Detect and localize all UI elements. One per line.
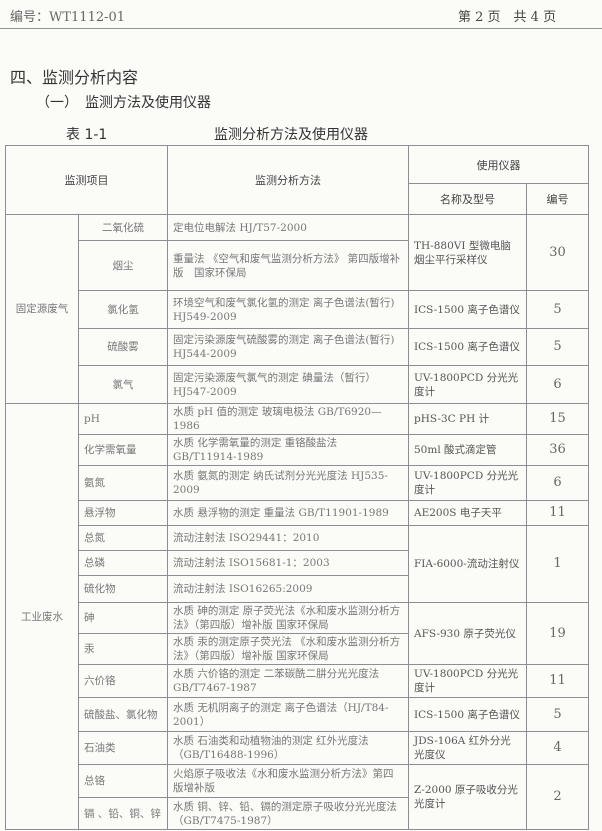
item-cell: 总氮: [78, 525, 168, 551]
method-cell: 流动注射法 ISO29441：2010: [167, 525, 409, 551]
item-cell: 总铬: [78, 764, 168, 798]
count-cell: 5: [526, 697, 589, 732]
table-row: 砷水质 砷的测定 原子荧光法《水和废水监测分析方法》（第四版）增补版 国家环保局…: [6, 602, 589, 665]
count-cell: 1: [526, 525, 589, 603]
header-divider: [0, 28, 602, 29]
count-cell: 4: [526, 731, 589, 765]
item-cell: 悬浮物: [78, 500, 168, 526]
table-row: 烟尘 重量法 《空气和废气监测分析方法》 第四版增补版 国家环保局: [6, 240, 589, 291]
subsection-title: （一） 监测方法及使用仪器: [36, 95, 211, 111]
table-row: 硫酸盐、氯化物 水质 无机阴离子的测定 离子色谱法（HJ/T84-2001） ICS…: [6, 697, 589, 732]
table-title: 监测分析方法及使用仪器: [214, 127, 368, 143]
table-row: 总磷 流动注射法 ISO15681-1：2003: [6, 550, 589, 576]
table-row: 化学需氧量 水质 化学需氧量的测定 重铬酸盐法 GB/T11914-1989 50m…: [6, 434, 589, 466]
count-cell: 5: [526, 328, 589, 366]
method-cell: 水质 化学需氧量的测定 重铬酸盐法 GB/T11914-1989: [167, 434, 409, 466]
method-cell: 固定污染源废气氯气的测定 碘量法（暂行） HJ547-2009: [167, 365, 409, 404]
method-cell: 定电位电解法 HJ/T57-2000: [167, 214, 409, 241]
table-row: 工业废水 pH 水质 pH 值的测定 玻璃电极法 GB/T6920—1986 pHS-…: [5, 403, 589, 830]
count-cell: 6: [526, 465, 589, 501]
item-cell: 氨氮: [78, 465, 168, 501]
count-cell: 2: [526, 764, 589, 830]
method-cell: 水质 悬浮物的测定 重量法 GB/T11901-1989: [167, 500, 409, 526]
header-instrument: 使用仪器: [408, 145, 589, 184]
item-cell: 六价铬: [78, 664, 168, 698]
instrument-cell: pHS-3C PH 计: [408, 403, 527, 435]
item-cell: 氯化氢: [78, 290, 168, 329]
method-cell: 水质 pH 值的测定 玻璃电极法 GB/T6920—1986: [167, 403, 409, 435]
item-cell: 烟尘: [78, 240, 168, 291]
method-cell: 水质 六价铬的测定 二苯碳酰二肼分光光度法 GB/T7467-1987: [167, 664, 409, 698]
item-cell: 汞: [78, 633, 168, 665]
instrument-cell: ICS-1500 离子色谱仪: [408, 697, 527, 732]
method-cell: 水质 砷的测定 原子荧光法《水和废水监测分析方法》（第四版）增补版 国家环保局: [167, 602, 409, 634]
header-name-model: 名称及型号: [408, 183, 527, 215]
method-cell: 重量法 《空气和废气监测分析方法》 第四版增补版 国家环保局: [167, 240, 409, 291]
document-number: 编号：WT1112-01: [10, 10, 126, 25]
instrument-cell: TH-880VI 型微电脑烟尘平行采样仪: [408, 214, 527, 291]
item-cell: 二氧化硫: [78, 214, 168, 241]
count-cell: 30: [526, 214, 589, 291]
count-cell: 11: [526, 664, 589, 698]
table-row: 总氮 流动注射法 ISO29441：2010 FIA-6000-流动注射仪 1: [6, 525, 589, 603]
table-row: 六价铬 水质 六价铬的测定 二苯碳酰二肼分光光度法 GB/T7467-1987 UV…: [6, 664, 589, 698]
header-item: 监测项目: [5, 145, 168, 215]
count-cell: 6: [526, 365, 589, 404]
item-cell: 硫酸盐、氯化物: [78, 697, 168, 732]
item-cell: 石油类: [78, 731, 168, 765]
table-row: 氯气 固定污染源废气氯气的测定 碘量法（暂行） HJ547-2009 UV-1800…: [6, 365, 589, 404]
method-cell: 水质 汞的测定原子荧光法 《水和废水监测分析方法》（第四版）增补版 国家环保局: [167, 633, 409, 665]
count-cell: 5: [526, 290, 589, 329]
count-cell: 19: [526, 602, 589, 665]
item-cell: 硫化物: [78, 575, 168, 603]
method-cell: 环境空气和废气氯化氢的测定 离子色谱法(暂行) HJ549-2009: [167, 290, 409, 329]
method-cell: 水质 无机阴离子的测定 离子色谱法（HJ/T84-2001）: [167, 697, 409, 732]
instrument-cell: AFS-930 原子荧光仪: [408, 602, 527, 665]
page-number: 第 2 页 共 4 页: [458, 10, 557, 25]
instrument-cell: ICS-1500 离子色谱仪: [408, 290, 527, 329]
table-row: 氨氮 水质 氨氮的测定 纳氏试剂分光光度法 HJ535-2009 UV-1800PC…: [6, 465, 589, 501]
method-cell: 火焰原子吸收法《水和废水监测分析方法》第四版增补版: [167, 764, 409, 798]
table-row: 硫酸雾 固定污染源废气硫酸雾的测定 离子色谱法(暂行) HJ544-2009 ICS…: [6, 328, 589, 366]
category-cell: 固定源废气: [5, 214, 79, 404]
item-cell: 化学需氧量: [78, 434, 168, 466]
count-cell: 11: [526, 500, 589, 526]
instrument-cell: ICS-1500 离子色谱仪: [408, 328, 527, 366]
instrument-cell: FIA-6000-流动注射仪: [408, 525, 527, 603]
method-cell: 流动注射法 ISO16265:2009: [167, 575, 409, 603]
item-cell: 硫酸雾: [78, 328, 168, 366]
table-row: 镉 、铅、铜、锌 水质 铜、锌、铅、镉的测定原子吸收分光光度法（GB/T7475-…: [6, 797, 589, 830]
item-cell: 砷: [78, 602, 168, 634]
table-row: 悬浮物 水质 悬浮物的测定 重量法 GB/T11901-1989 AE200S 电子…: [6, 500, 589, 526]
instrument-cell: 50ml 酸式滴定管: [408, 434, 527, 466]
count-cell: 15: [526, 403, 589, 435]
item-cell: 总磷: [78, 550, 168, 576]
method-cell: 固定污染源废气硫酸雾的测定 离子色谱法(暂行) HJ544-2009: [167, 328, 409, 366]
table-number: 表 1-1: [66, 127, 108, 143]
table-row: 总铬 火焰原子吸收法《水和废水监测分析方法》第四版增补版 Z-2000 原子吸收分光…: [6, 764, 589, 830]
instrument-cell: JDS-106A 红外分光光度仪: [408, 731, 527, 765]
instrument-cell: UV-1800PCD 分光光度计: [408, 664, 527, 698]
category-cell: 工业废水: [5, 403, 79, 830]
table-row: 氯化氢 环境空气和废气氯化氢的测定 离子色谱法(暂行) HJ549-2009 ICS…: [6, 290, 589, 329]
section-title: 四、监测分析内容: [10, 68, 139, 87]
item-cell: 氯气: [78, 365, 168, 404]
method-cell: 水质 石油类和动植物油的测定 红外光度法（GB/T16488-1996）: [167, 731, 409, 765]
table-row: 固定源废气 二氧化硫 定电位电解法 HJ/T57-2000 TH-880VI 型微电脑…: [5, 214, 589, 404]
header-count: 编号: [526, 183, 589, 215]
method-cell: 水质 氨氮的测定 纳氏试剂分光光度法 HJ535-2009: [167, 465, 409, 501]
methods-table: 监测项目 监测分析方法 使用仪器 名称及型号 编号 固定源废气 二氧化硫 定电位电解…: [5, 145, 589, 830]
instrument-cell: UV-1800PCD 分光光度计: [408, 365, 527, 404]
method-cell: 水质 铜、锌、铅、镉的测定原子吸收分光光度法（GB/T7475-1987）: [167, 797, 409, 830]
table-row: 汞水质 汞的测定原子荧光法 《水和废水监测分析方法》（第四版）增补版 国家环保局: [6, 633, 589, 665]
count-cell: 36: [526, 434, 589, 466]
item-cell: 镉 、铅、铜、锌: [78, 797, 168, 830]
header-method: 监测分析方法: [167, 145, 409, 215]
instrument-cell: UV-1800PCD 分光光度计: [408, 465, 527, 501]
instrument-cell: AE200S 电子天平: [408, 500, 527, 526]
instrument-cell: Z-2000 原子吸收分光光度计: [408, 764, 527, 830]
item-cell: pH: [78, 403, 168, 435]
table-row: 石油类 水质 石油类和动植物油的测定 红外光度法（GB/T16488-1996） J…: [6, 731, 589, 765]
method-cell: 流动注射法 ISO15681-1：2003: [167, 550, 409, 576]
